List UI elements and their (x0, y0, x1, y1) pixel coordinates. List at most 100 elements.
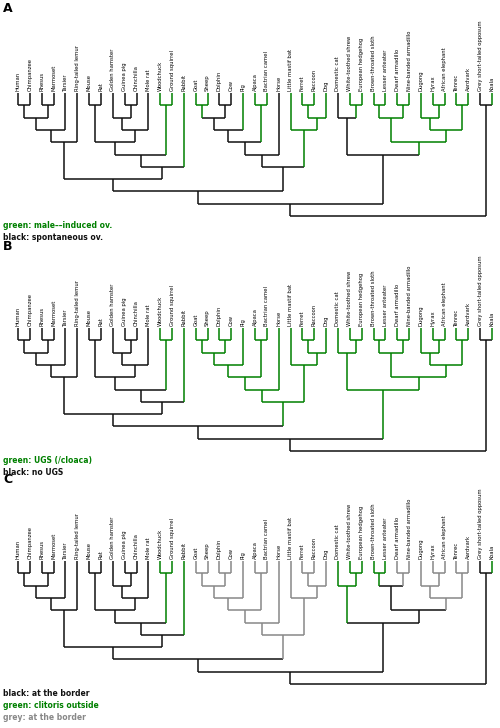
Text: Dolphin: Dolphin (217, 539, 222, 559)
Text: Bactrian camel: Bactrian camel (264, 286, 270, 326)
Text: Little mastif bat: Little mastif bat (288, 284, 293, 326)
Text: Horse: Horse (276, 76, 281, 91)
Text: Nine-banded armadillo: Nine-banded armadillo (406, 499, 412, 559)
Text: Guinea pig: Guinea pig (122, 531, 127, 559)
Text: Rat: Rat (98, 82, 103, 91)
Text: Dolphin: Dolphin (217, 71, 222, 91)
Text: Brown-throated sloth: Brown-throated sloth (371, 270, 376, 326)
Text: Cow: Cow (229, 315, 234, 326)
Text: Woodchuck: Woodchuck (158, 296, 162, 326)
Text: Raccoon: Raccoon (312, 304, 317, 326)
Text: Dwarf armadillo: Dwarf armadillo (394, 517, 400, 559)
Text: Bactrian camel: Bactrian camel (264, 519, 270, 559)
Text: Goat: Goat (193, 314, 198, 326)
Text: grey: at the border: grey: at the border (3, 713, 86, 722)
Text: Rabbit: Rabbit (182, 309, 186, 326)
Text: green: clitoris outside: green: clitoris outside (3, 701, 99, 710)
Text: Tarsier: Tarsier (63, 309, 68, 326)
Text: Sheep: Sheep (205, 74, 210, 91)
Text: Marmoset: Marmoset (51, 65, 56, 91)
Text: Lesser anteater: Lesser anteater (383, 285, 388, 326)
Text: Grey short-tailed opposum: Grey short-tailed opposum (478, 488, 482, 559)
Text: Dwarf armadillo: Dwarf armadillo (394, 284, 400, 326)
Text: Chinchilla: Chinchilla (134, 300, 139, 326)
Text: Dugong: Dugong (418, 71, 424, 91)
Text: Dog: Dog (324, 81, 328, 91)
Text: Ferret: Ferret (300, 543, 305, 559)
Text: Golden hamster: Golden hamster (110, 516, 116, 559)
Text: Goat: Goat (193, 79, 198, 91)
Text: Guinea pig: Guinea pig (122, 297, 127, 326)
Text: Rhesus: Rhesus (39, 540, 44, 559)
Text: Dugong: Dugong (418, 305, 424, 326)
Text: Tenrec: Tenrec (454, 309, 459, 326)
Text: Pig: Pig (240, 551, 246, 559)
Text: Ground squirrel: Ground squirrel (170, 518, 174, 559)
Text: Domestic cat: Domestic cat (336, 291, 340, 326)
Text: Goat: Goat (193, 547, 198, 559)
Text: Koala: Koala (490, 312, 494, 326)
Text: Ground squirrel: Ground squirrel (170, 50, 174, 91)
Text: Dog: Dog (324, 548, 328, 559)
Text: Mole rat: Mole rat (146, 537, 151, 559)
Text: Dwarf armadillo: Dwarf armadillo (394, 49, 400, 91)
Text: African elephant: African elephant (442, 47, 447, 91)
Text: black: no UGS: black: no UGS (3, 468, 63, 477)
Text: Mouse: Mouse (86, 309, 92, 326)
Text: Little mastif bat: Little mastif bat (288, 49, 293, 91)
Text: black: at the border: black: at the border (3, 689, 90, 698)
Text: Cow: Cow (229, 80, 234, 91)
Text: Ground squirrel: Ground squirrel (170, 285, 174, 326)
Text: Ring-tailed lemur: Ring-tailed lemur (75, 513, 80, 559)
Text: Chinchilla: Chinchilla (134, 533, 139, 559)
Text: Nine-banded armadillo: Nine-banded armadillo (406, 31, 412, 91)
Text: Pig: Pig (240, 318, 246, 326)
Text: White-toothed shrew: White-toothed shrew (348, 36, 352, 91)
Text: Mouse: Mouse (86, 74, 92, 91)
Text: Ring-tailed lemur: Ring-tailed lemur (75, 280, 80, 326)
Text: Chimpanzee: Chimpanzee (28, 293, 32, 326)
Text: Lesser anteater: Lesser anteater (383, 518, 388, 559)
Text: A: A (3, 2, 13, 15)
Text: Cow: Cow (229, 548, 234, 559)
Text: Hyrax: Hyrax (430, 310, 435, 326)
Text: Dolphin: Dolphin (217, 306, 222, 326)
Text: European hedgehog: European hedgehog (359, 38, 364, 91)
Text: European hedgehog: European hedgehog (359, 506, 364, 559)
Text: Domestic cat: Domestic cat (336, 524, 340, 559)
Text: Tenrec: Tenrec (454, 74, 459, 91)
Text: Mouse: Mouse (86, 542, 92, 559)
Text: Bactrian camel: Bactrian camel (264, 51, 270, 91)
Text: Tarsier: Tarsier (63, 74, 68, 91)
Text: Alpaca: Alpaca (252, 73, 258, 91)
Text: Dog: Dog (324, 315, 328, 326)
Text: Tenrec: Tenrec (454, 542, 459, 559)
Text: Woodchuck: Woodchuck (158, 60, 162, 91)
Text: Horse: Horse (276, 544, 281, 559)
Text: green: UGS (/cloaca): green: UGS (/cloaca) (3, 456, 92, 465)
Text: Hyrax: Hyrax (430, 76, 435, 91)
Text: Aardvark: Aardvark (466, 535, 471, 559)
Text: Alpaca: Alpaca (252, 308, 258, 326)
Text: black: spontaneous ov.: black: spontaneous ov. (3, 233, 103, 242)
Text: Tarsier: Tarsier (63, 542, 68, 559)
Text: Alpaca: Alpaca (252, 541, 258, 559)
Text: Ferret: Ferret (300, 76, 305, 91)
Text: Rhesus: Rhesus (39, 72, 44, 91)
Text: Chimpanzee: Chimpanzee (28, 526, 32, 559)
Text: C: C (3, 473, 12, 486)
Text: Domestic cat: Domestic cat (336, 56, 340, 91)
Text: Pig: Pig (240, 83, 246, 91)
Text: White-toothed shrew: White-toothed shrew (348, 271, 352, 326)
Text: Rabbit: Rabbit (182, 74, 186, 91)
Text: Mole rat: Mole rat (146, 69, 151, 91)
Text: Koala: Koala (490, 76, 494, 91)
Text: Chimpanzee: Chimpanzee (28, 58, 32, 91)
Text: Raccoon: Raccoon (312, 537, 317, 559)
Text: Grey short-tailed opposum: Grey short-tailed opposum (478, 256, 482, 326)
Text: Woodchuck: Woodchuck (158, 529, 162, 559)
Text: Golden hamster: Golden hamster (110, 49, 116, 91)
Text: Mole rat: Mole rat (146, 304, 151, 326)
Text: Rhesus: Rhesus (39, 307, 44, 326)
Text: Lesser anteater: Lesser anteater (383, 50, 388, 91)
